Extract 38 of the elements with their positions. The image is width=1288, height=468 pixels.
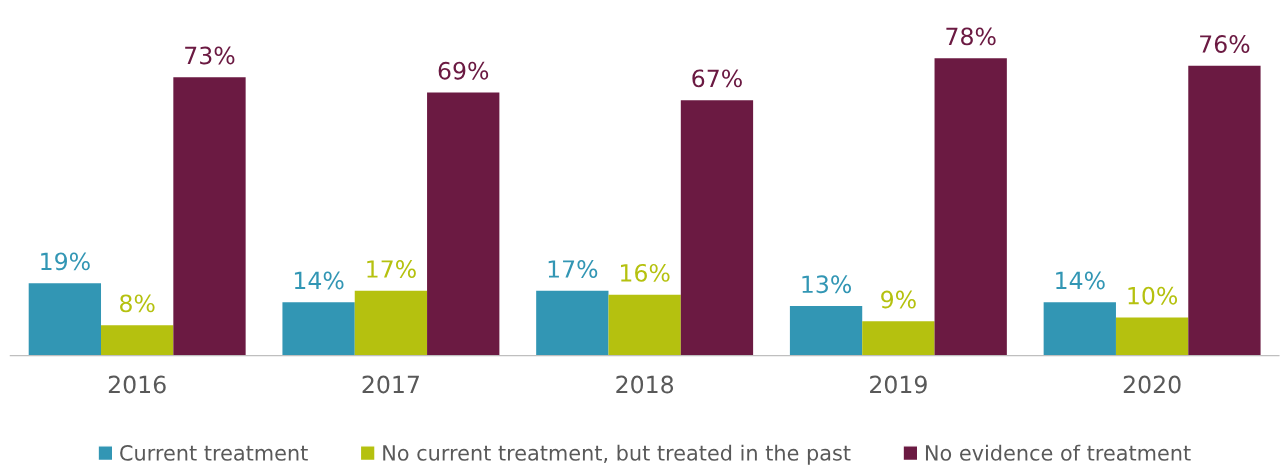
- data-label: 14%: [1056, 271, 1105, 290]
- data-label: 8%: [120, 294, 155, 313]
- bar: [282, 302, 355, 356]
- bar: [862, 321, 935, 356]
- data-label: 67%: [692, 69, 742, 88]
- data-label: 16%: [621, 263, 670, 282]
- bar: [28, 283, 102, 356]
- data-label: 9%: [881, 290, 916, 309]
- bar: [608, 294, 681, 356]
- bar: [536, 290, 609, 356]
- bar: [101, 325, 174, 356]
- bar: [1115, 317, 1189, 356]
- data-label: 73%: [185, 46, 235, 65]
- legend-label: Current treatment: [120, 445, 308, 461]
- data-label: 17%: [367, 260, 416, 278]
- x-tick-label: 2019: [870, 375, 927, 394]
- bar: [934, 58, 1007, 356]
- x-tick-label: 2020: [1123, 375, 1181, 394]
- data-label: 76%: [1200, 35, 1250, 53]
- legend-label: No evidence of treatment: [925, 444, 1191, 461]
- x-tick-label: 2016: [108, 375, 166, 394]
- bar: [680, 100, 754, 356]
- bar: [427, 92, 500, 356]
- data-label: 78%: [946, 27, 996, 46]
- bar: [354, 290, 428, 356]
- data-label: 14%: [294, 271, 344, 290]
- bar: [789, 306, 863, 356]
- bar: [1043, 302, 1116, 356]
- data-label: 13%: [802, 275, 851, 294]
- bar: [1188, 65, 1261, 356]
- data-label: 10%: [1128, 286, 1178, 305]
- data-label: 17%: [548, 260, 598, 278]
- legend-label: No current treatment, but treated in the past: [383, 444, 851, 465]
- data-label: 69%: [438, 61, 489, 80]
- x-tick-label: 2017: [362, 375, 419, 394]
- x-tick-label: 2018: [616, 375, 674, 394]
- data-label: 19%: [41, 252, 90, 271]
- bar: [173, 77, 246, 356]
